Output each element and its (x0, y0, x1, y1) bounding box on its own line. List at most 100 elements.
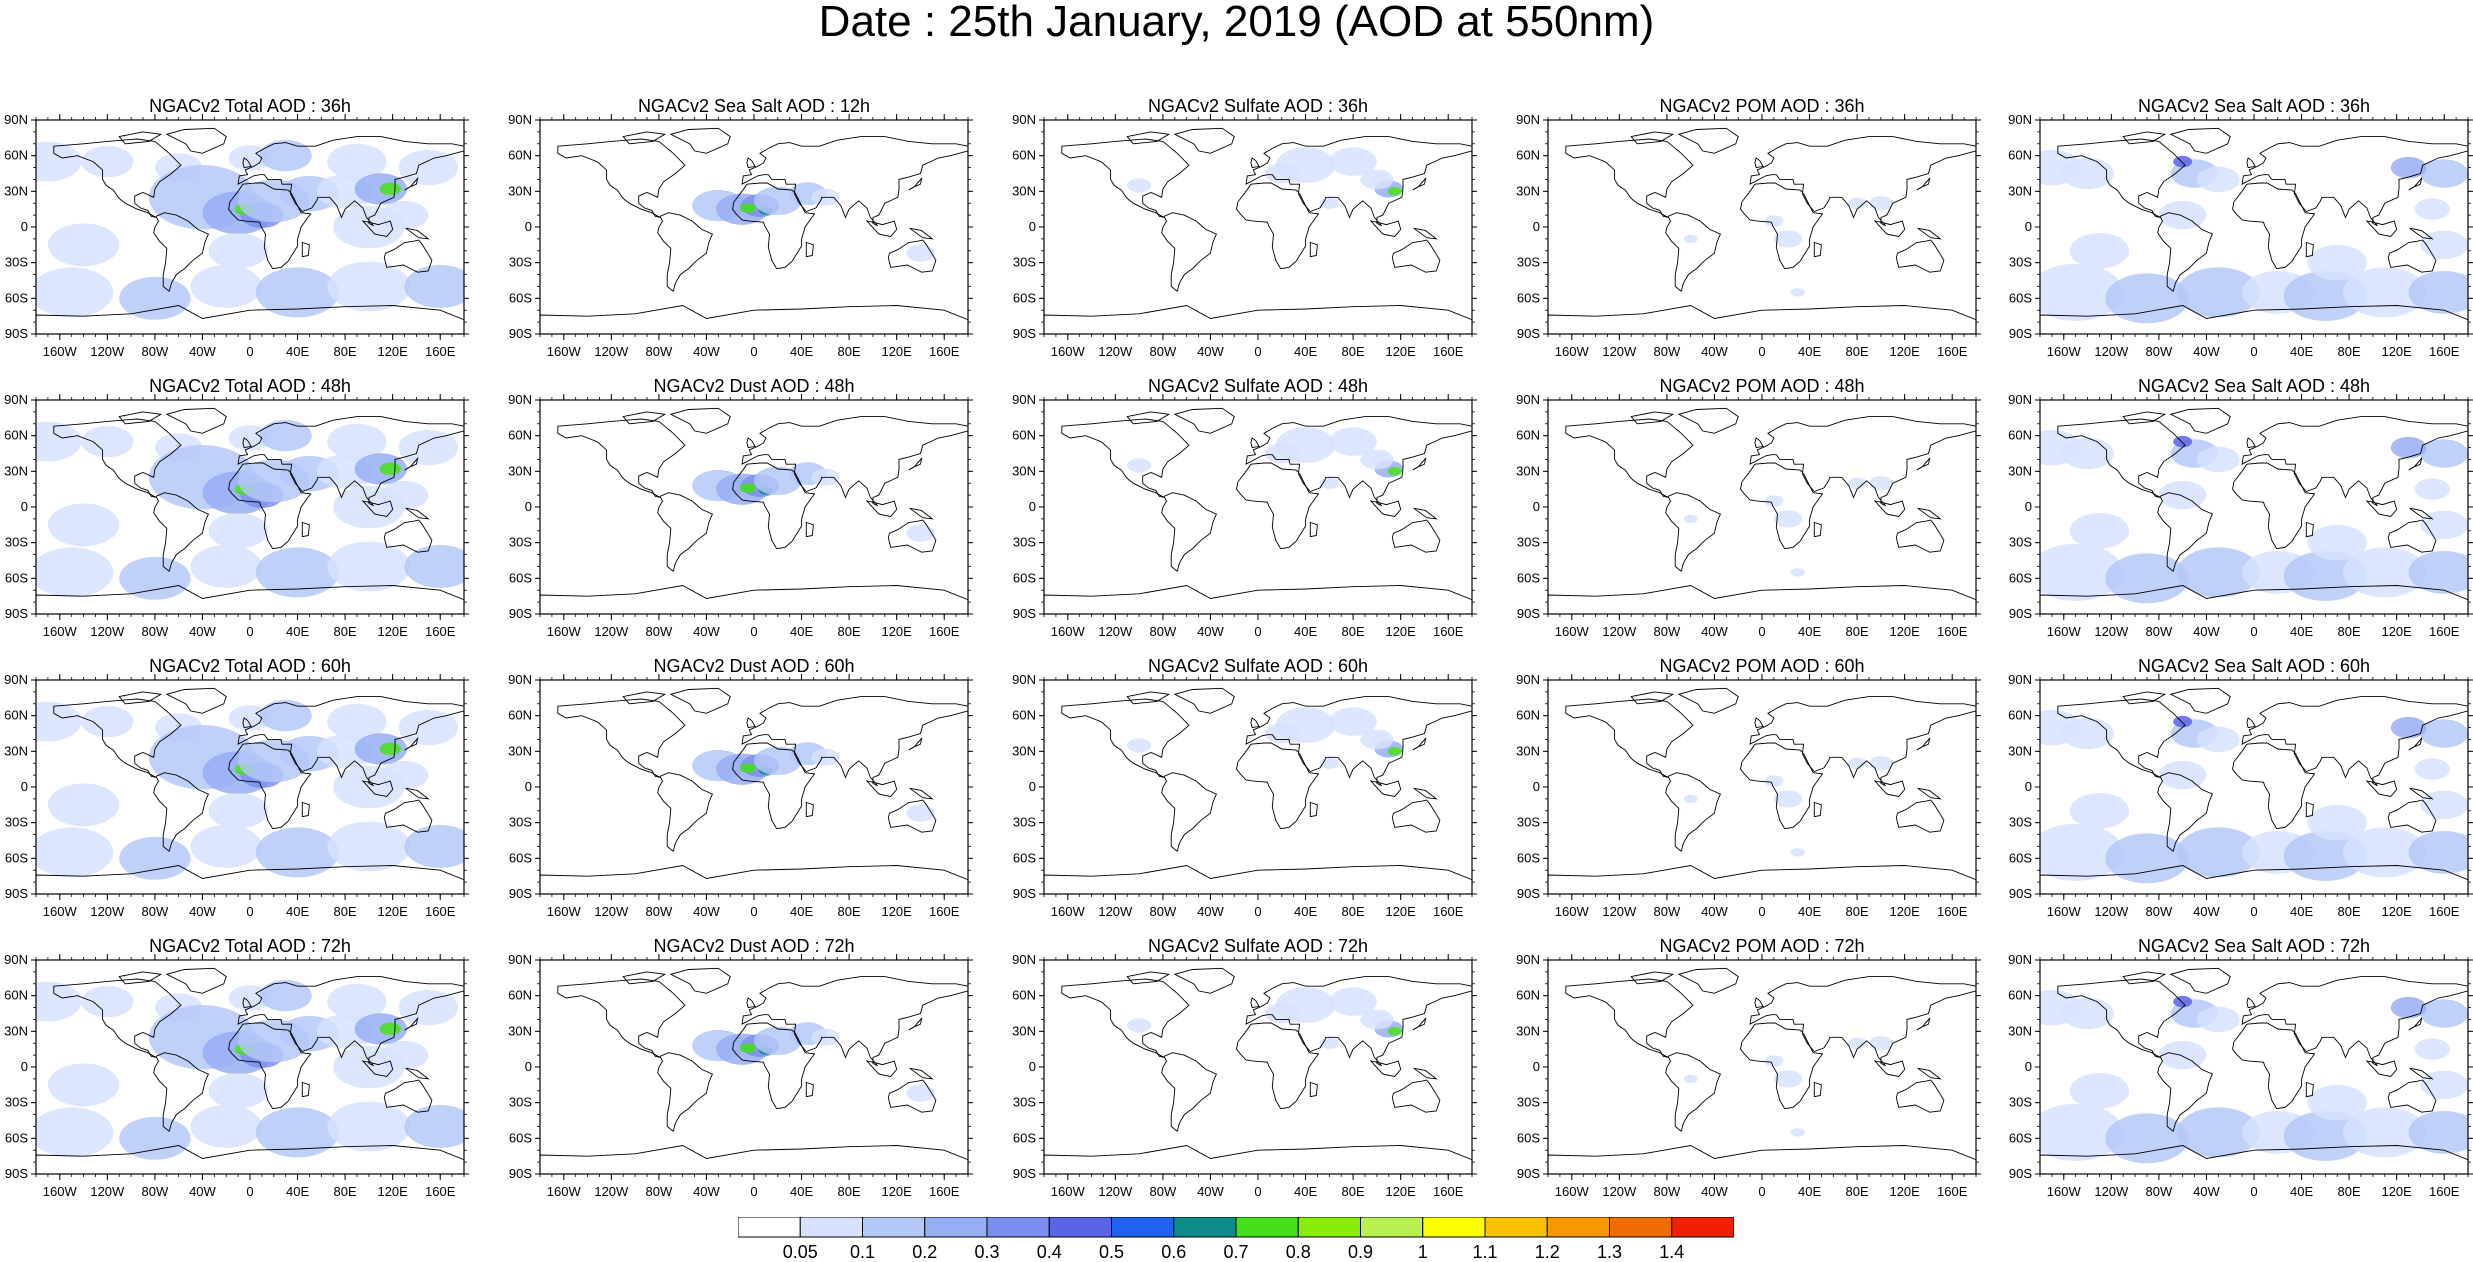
lat-tick-label: 90S (1517, 606, 1540, 621)
lat-tick-label: 0 (2025, 499, 2032, 514)
coastline (1548, 865, 1976, 894)
aod-field (2390, 996, 2427, 1019)
aod-field (2408, 830, 2468, 874)
lon-tick-label: 160E (425, 904, 456, 919)
coastline (746, 997, 756, 1009)
lon-tick-label: 120W (90, 624, 125, 639)
lon-tick-label: 80W (1654, 344, 1681, 359)
lon-tick-label: 40W (1701, 624, 1728, 639)
lon-tick-label: 120W (1098, 344, 1133, 359)
lat-tick-label: 60S (2009, 570, 2032, 585)
coastline (1916, 736, 1931, 751)
lat-tick-label: 90S (509, 606, 532, 621)
lat-tick-label: 30S (2009, 815, 2032, 830)
lon-tick-label: 120E (377, 344, 408, 359)
coastline (2246, 437, 2256, 449)
lon-tick-label: 80W (142, 344, 169, 359)
aod-field (1329, 427, 1377, 456)
colorbar-level-label: 1.1 (1472, 1242, 1498, 1262)
lon-tick-label: 40W (693, 344, 720, 359)
coastline (2040, 305, 2468, 334)
aod-field (2307, 1084, 2367, 1121)
aod-field (1387, 467, 1402, 476)
lon-tick-label: 120W (1098, 1184, 1133, 1199)
coastline (153, 492, 209, 572)
lat-tick-label: 30N (1012, 1023, 1036, 1038)
colorbar-level-label: 0.4 (1036, 1242, 1062, 1262)
lon-tick-label: 120E (1889, 624, 1920, 639)
coastline (746, 157, 756, 169)
lon-tick-label: 80W (1654, 904, 1681, 919)
coastline (732, 462, 816, 550)
lon-tick-label: 120E (1889, 344, 1920, 359)
lat-tick-label: 90N (2008, 112, 2032, 127)
aod-field (2408, 270, 2468, 314)
aod-map: 90N 60N 30N 0 30S 60S 90S 160W 120W 80W 40W 0 40E 80E… (2008, 672, 2473, 919)
panel-title: NGACv2 Dust AOD : 60h (653, 656, 855, 676)
coastline (1412, 1016, 1427, 1031)
coastline (1236, 1022, 1320, 1110)
lat-tick-label: 60S (1517, 850, 1540, 865)
lon-tick-label: 0 (1758, 1184, 1765, 1199)
aod-field (2390, 436, 2427, 459)
lat-tick-label: 60S (509, 850, 532, 865)
aod-field (1847, 1037, 1867, 1049)
lon-tick-label: 40E (286, 904, 309, 919)
coastline (405, 507, 430, 520)
coastline (2241, 416, 2468, 507)
coastline (1173, 127, 1235, 154)
coastline (669, 967, 731, 994)
coastline (1677, 127, 1739, 154)
coastline (2232, 742, 2316, 830)
coastline (1309, 521, 1318, 538)
aod-field (1847, 197, 1867, 209)
coastline (383, 519, 433, 553)
aod-field (906, 524, 935, 542)
lon-tick-label: 80W (646, 624, 673, 639)
aod-field (47, 1063, 120, 1107)
lat-tick-label: 90S (1013, 1166, 1036, 1181)
coastline (908, 176, 923, 191)
aod-field (1265, 443, 1299, 464)
aod-field (36, 1107, 114, 1158)
lon-tick-label: 120W (90, 344, 125, 359)
lat-tick-label: 90N (1516, 112, 1540, 127)
aod-field (81, 705, 134, 738)
coastline (2057, 418, 2186, 498)
aod-field (2196, 726, 2240, 753)
aod-field (1265, 163, 1299, 184)
lat-tick-label: 30S (1517, 535, 1540, 550)
lat-tick-label: 90S (509, 886, 532, 901)
lon-tick-label: 120W (2094, 1184, 2129, 1199)
lat-tick-label: 60N (1012, 148, 1036, 163)
coastline (657, 772, 713, 852)
lon-tick-label: 160E (2429, 344, 2460, 359)
coastline (404, 1016, 419, 1031)
lon-tick-label: 40E (2290, 904, 2313, 919)
aod-field (259, 139, 312, 172)
colorbar-level-label: 0.6 (1161, 1242, 1187, 1262)
lon-tick-label: 0 (1254, 624, 1261, 639)
aod-field (2420, 790, 2468, 820)
lon-tick-label: 120W (1602, 344, 1637, 359)
coastline (1250, 717, 1260, 729)
lon-tick-label: 80E (838, 344, 861, 359)
coastline (301, 1081, 310, 1098)
coastline (36, 585, 464, 614)
lon-tick-label: 80E (838, 1184, 861, 1199)
lon-tick-label: 160E (425, 624, 456, 639)
aod-field (1683, 514, 1698, 524)
coastline (405, 227, 430, 240)
colorbar-level-label: 1.4 (1659, 1242, 1685, 1262)
colorbar-level-label: 0.05 (782, 1242, 818, 1262)
aod-field (2307, 804, 2367, 841)
coastline (237, 696, 464, 787)
coastline (1677, 687, 1739, 714)
lon-tick-label: 0 (246, 1184, 253, 1199)
coastline (2040, 585, 2468, 614)
coastline (741, 416, 968, 507)
coastline (887, 799, 937, 833)
aod-field (398, 149, 459, 186)
lat-tick-label: 30N (1516, 743, 1540, 758)
lon-tick-label: 40W (189, 904, 216, 919)
